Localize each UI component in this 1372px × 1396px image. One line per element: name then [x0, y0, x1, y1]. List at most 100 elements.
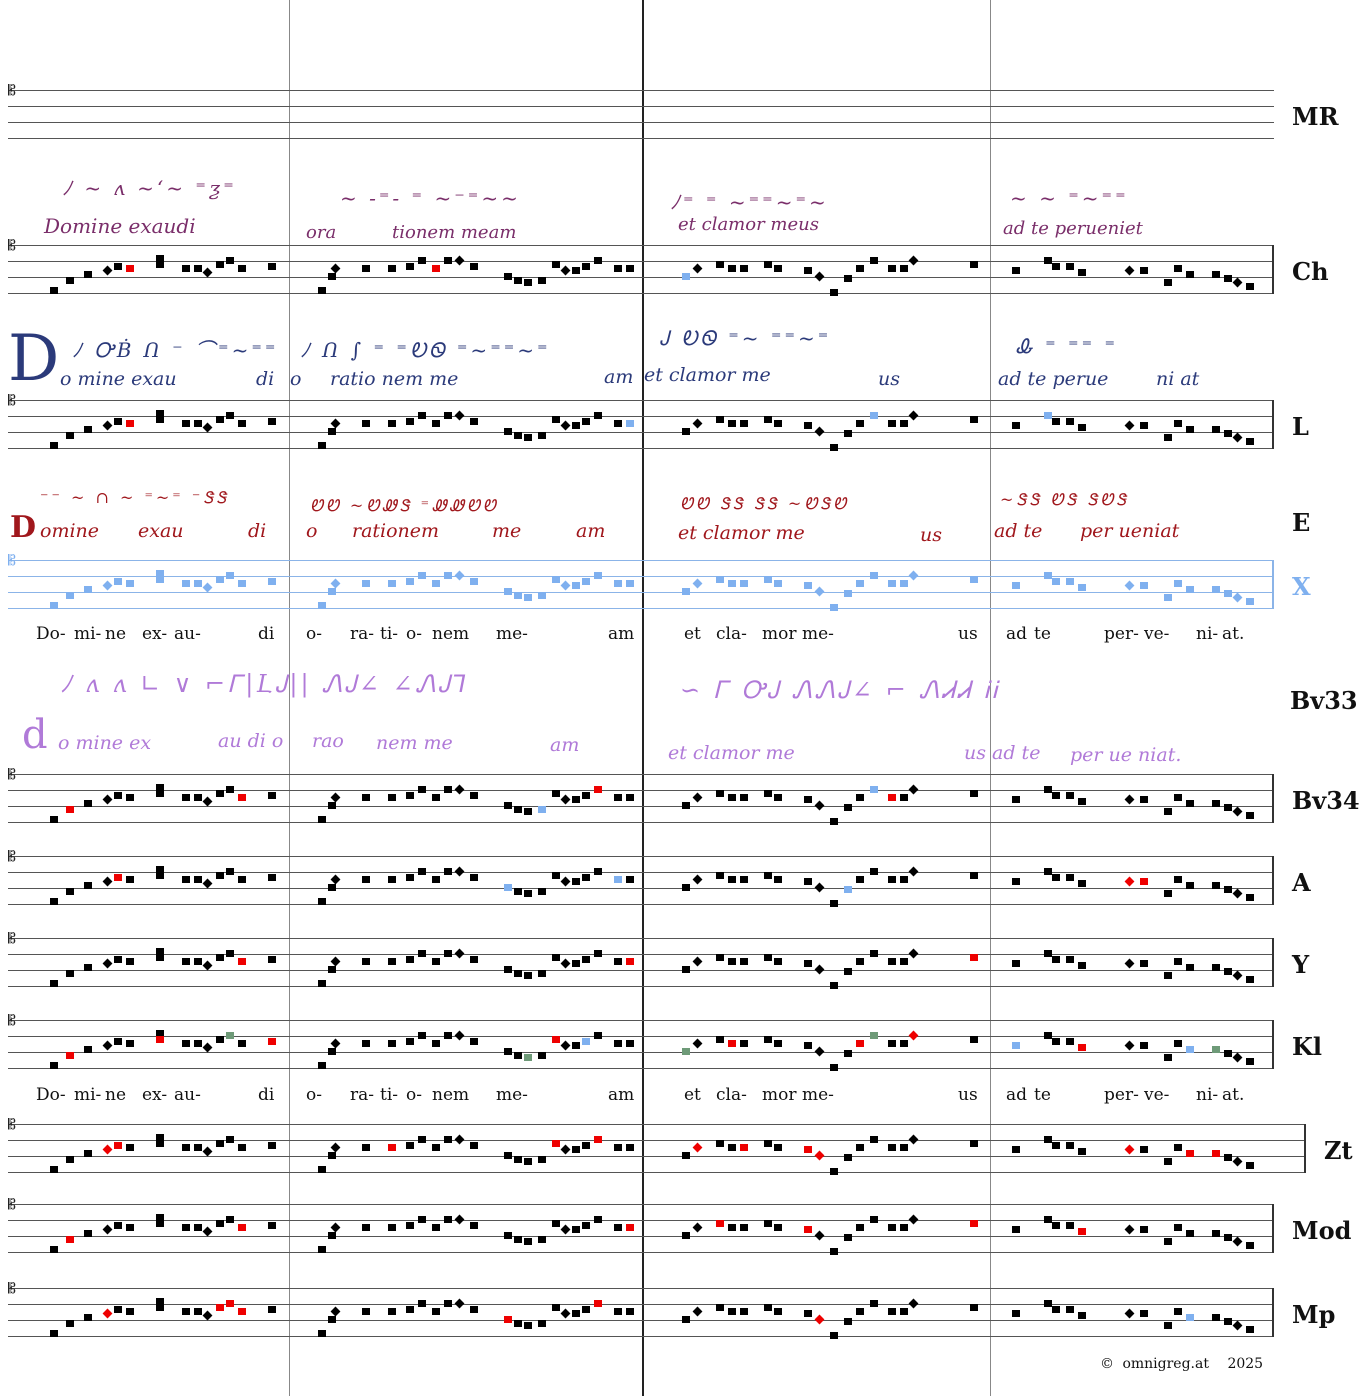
neume-note — [318, 442, 326, 449]
neume-note — [830, 604, 838, 611]
neume-note — [740, 580, 748, 587]
lyric-syllable: ex- — [142, 624, 168, 644]
neume-note — [470, 1142, 478, 1149]
neume-note — [226, 1216, 234, 1223]
neume-note — [572, 1226, 580, 1233]
neume-note — [804, 796, 812, 803]
neume-note — [362, 580, 370, 587]
label-x: X — [1292, 572, 1311, 601]
neume-note — [740, 420, 748, 427]
neume-note — [156, 784, 164, 791]
neume-note — [1212, 1230, 1220, 1237]
neume-note — [1174, 1144, 1182, 1151]
neume-note — [418, 1136, 426, 1143]
neume-note — [552, 790, 560, 797]
neume-note — [66, 1320, 74, 1327]
neume-note — [1174, 794, 1182, 801]
lyric-syllable: mi- — [74, 624, 102, 644]
neume-note — [362, 794, 370, 801]
neume-note — [908, 1298, 919, 1309]
neume-note — [126, 958, 134, 965]
neume-note — [1066, 1142, 1074, 1149]
neume-note — [126, 265, 134, 272]
neume-note — [740, 1040, 748, 1047]
neume-note — [764, 416, 772, 423]
neume-note — [268, 263, 276, 270]
neume-note — [830, 289, 838, 296]
neume-note — [582, 418, 590, 425]
neume-note — [900, 958, 908, 965]
neume-note — [728, 958, 736, 965]
neume-note — [418, 1216, 426, 1223]
neume-note — [614, 958, 622, 965]
neume-note — [572, 960, 580, 967]
neume-note — [908, 1030, 919, 1041]
neume-note — [626, 1224, 634, 1231]
neume-note — [1186, 1046, 1194, 1053]
lyric-syllable: at. — [1222, 1085, 1245, 1105]
neume-note — [182, 1144, 190, 1151]
neume-note — [216, 1036, 224, 1043]
neume-note — [182, 420, 190, 427]
neume-note — [844, 968, 852, 975]
neume-note — [194, 265, 202, 272]
neume-note — [84, 882, 92, 889]
neume-note — [406, 263, 414, 270]
lyric-syllable: ni- — [1196, 1085, 1219, 1105]
neume-note — [908, 784, 919, 795]
neume-note — [908, 410, 919, 421]
neume-note — [888, 876, 896, 883]
lyric-syllable: di — [258, 1085, 275, 1105]
neume-note — [970, 416, 978, 423]
neume-note — [814, 586, 825, 597]
neume-note — [418, 1032, 426, 1039]
neume-note — [66, 1052, 74, 1059]
neume-note — [1052, 792, 1060, 799]
neume-note — [388, 580, 396, 587]
ch-neumes: ﾉ⁼ ⁼ ~⁼⁼~⁼~ — [670, 190, 829, 214]
neume-note — [908, 570, 919, 581]
neume-note — [1078, 1044, 1086, 1051]
e-neumes: ᏬᏬ ~ᏬᏪᏕ ⁼ᏪᏪᏬᏬ — [310, 496, 499, 515]
neume-note — [716, 790, 724, 797]
neume-note — [856, 420, 864, 427]
neume-note — [514, 1320, 522, 1327]
neume-note — [406, 1222, 414, 1229]
bv33-text: o mine ex — [58, 732, 152, 754]
neume-note — [1124, 794, 1135, 805]
c-clef-icon: 𝄡 — [8, 1281, 16, 1297]
neume-note — [1174, 1224, 1182, 1231]
neume-note — [682, 428, 690, 435]
neume-note — [418, 868, 426, 875]
neume-note — [900, 420, 908, 427]
neume-note — [66, 592, 74, 599]
neume-note — [764, 261, 772, 268]
neume-note — [318, 1062, 326, 1069]
neume-note — [268, 956, 276, 963]
neume-note — [560, 794, 571, 805]
neume-note — [1224, 1154, 1232, 1161]
neume-note — [444, 1300, 452, 1307]
neume-note — [774, 876, 782, 883]
neume-note — [1044, 257, 1052, 264]
neume-note — [444, 572, 452, 579]
neume-note — [856, 794, 864, 801]
neume-note — [514, 888, 522, 895]
neume-note — [614, 794, 622, 801]
neume-note — [1052, 1222, 1060, 1229]
neume-note — [1078, 269, 1086, 276]
neume-note — [1164, 279, 1172, 286]
e-text: am — [576, 520, 606, 542]
neume-note — [318, 980, 326, 987]
neume-note — [1012, 267, 1020, 274]
neume-note — [328, 1316, 336, 1323]
neume-note — [126, 1040, 134, 1047]
neume-note — [804, 1042, 812, 1049]
neume-note — [626, 265, 634, 272]
neume-note — [66, 888, 74, 895]
neume-note — [504, 966, 512, 973]
neume-note — [362, 1040, 370, 1047]
neume-note — [126, 580, 134, 587]
neume-note — [388, 265, 396, 272]
neume-note — [1232, 970, 1243, 981]
